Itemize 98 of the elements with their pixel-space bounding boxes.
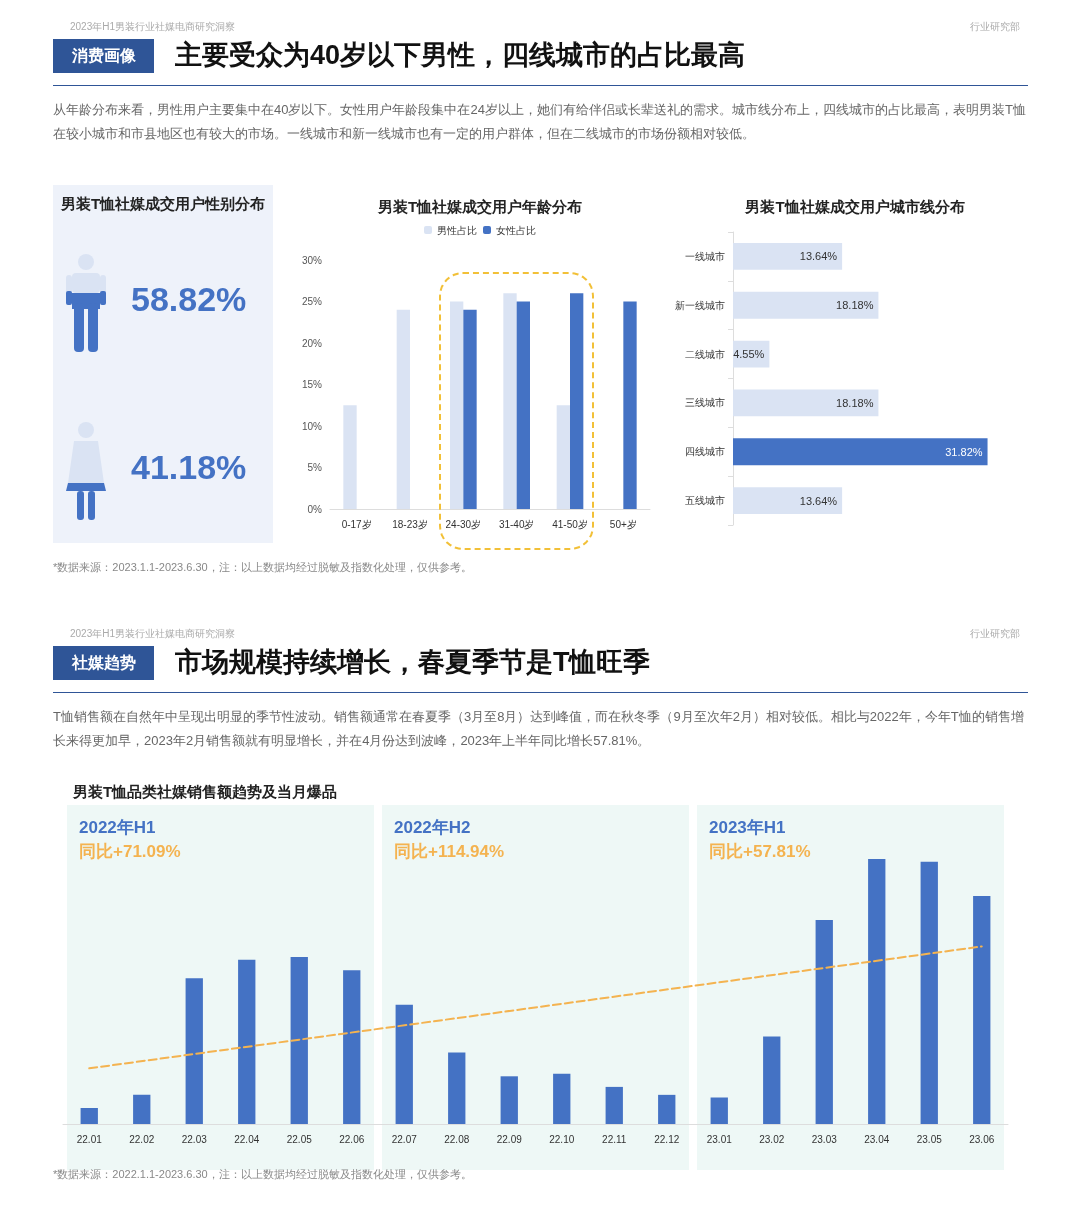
y-tick-label: 新一线城市	[675, 299, 725, 311]
bar	[763, 1036, 781, 1124]
x-tick-label: 23.05	[916, 1133, 943, 1145]
y-tick-label: 四线城市	[685, 446, 725, 458]
x-tick-label: 22.11	[602, 1133, 627, 1145]
text: 主要受众为40岁以下男性，四线城市的占比最高	[175, 39, 746, 72]
y-tick-label: 5%	[307, 462, 323, 473]
x-tick-label: 23.03	[811, 1133, 838, 1145]
bar	[605, 1086, 623, 1124]
x-tick-label: 22.09	[496, 1133, 523, 1145]
bar	[343, 405, 357, 509]
x-tick-label: 22.02	[129, 1133, 155, 1145]
bar	[920, 861, 938, 1124]
chart-title: 男装T恤品类社媒销售额趋势及当月爆品	[72, 783, 338, 800]
bar	[815, 919, 833, 1124]
chart-title: 男装T恤社媒成交用户城市线分布	[744, 198, 965, 215]
bar	[463, 309, 477, 509]
x-tick-label: 22.10	[549, 1133, 575, 1145]
y-tick-label: 一线城市	[685, 250, 725, 262]
text: 市场规模持续增长，春夏季节是T恤旺季	[175, 646, 651, 679]
data-label: 13.64%	[799, 250, 838, 263]
bar	[570, 293, 584, 509]
bar	[658, 1094, 676, 1124]
x-tick-label: 22.08	[444, 1133, 470, 1145]
data-label: 4.55%	[733, 348, 765, 361]
y-tick-label: 五线城市	[685, 495, 725, 507]
legend-label: 男性占比	[437, 224, 477, 236]
x-tick-label: 23.02	[759, 1133, 785, 1145]
y-tick-label: 20%	[301, 337, 323, 349]
x-tick-label: 23.01	[706, 1133, 733, 1145]
band-label: 2022年H2 同比+114.94%	[394, 818, 505, 861]
chart-title: 男装T恤社媒成交用户年龄分布	[376, 198, 583, 215]
bar	[623, 301, 637, 509]
bar	[238, 959, 256, 1124]
x-tick-label: 22.06	[339, 1133, 365, 1145]
x-tick-label: 50+岁	[609, 518, 637, 530]
data-label: 58.82%	[131, 280, 247, 319]
data-label: 41.18%	[131, 448, 247, 487]
bar	[973, 896, 991, 1124]
text: T恤销售额在自然年中呈现出明显的季节性波动。销售额通常在春夏季（3月至8月）达到峰值，而在秋冬季（9月至次年2月）相对较低。相比与2022年，今年T恤的销售增长来得更加早，2023年2月销售额就有明显增长，并在4月份达到波峰，2023年上半年同比增长57.81%。	[53, 708, 1025, 750]
y-tick-label: 二线城市	[685, 348, 725, 360]
x-tick-label: 22.07	[391, 1133, 418, 1145]
data-label: 31.82%	[945, 445, 983, 458]
text: 社媒趋势	[53, 646, 154, 680]
text: 行业研究部	[970, 20, 1020, 34]
bar	[556, 405, 570, 509]
bar	[80, 1108, 98, 1124]
bar	[290, 957, 308, 1124]
x-tick-label: 18-23岁	[392, 518, 428, 530]
bar	[733, 242, 843, 270]
x-tick-label: 41-50岁	[552, 518, 588, 530]
text: *数据来源：2023.1.1-2023.6.30，注：以上数据均经过脱敏及指数化处理，仅供参考。	[53, 560, 472, 575]
bar	[503, 293, 517, 509]
data-label: 18.18%	[836, 299, 874, 312]
bar	[395, 1004, 413, 1124]
bar	[733, 487, 843, 515]
bar	[710, 1097, 728, 1124]
data-label: 18.18%	[836, 396, 874, 409]
y-tick-label: 25%	[301, 296, 323, 307]
text: 从年龄分布来看，男性用户主要集中在40岁以下。女性用户年龄段集中在24岁以上，她们有给伴侣或长辈送礼的需求。城市线分布上，四线城市的占比最高，表明男装T恤在较小城市和市县地区也有较大的市场。一线城市和新一线城市也有一定的用户群体，但在二线城市的市场份额相对较低。	[53, 101, 1027, 143]
y-tick-label: 0%	[307, 503, 323, 515]
bar	[868, 859, 886, 1124]
x-tick-label: 22.04	[234, 1133, 260, 1145]
band-label: 2022年H1 同比+71.09%	[79, 818, 181, 861]
bar	[553, 1073, 571, 1124]
y-tick-label: 10%	[301, 420, 323, 432]
x-tick-label: 23.06	[969, 1133, 995, 1145]
bar	[450, 301, 464, 509]
band-label: 2023年H1 同比+57.81%	[709, 818, 811, 861]
x-tick-label: 24-30岁	[445, 518, 482, 530]
bar	[343, 970, 361, 1124]
x-tick-label: 0-17岁	[341, 518, 372, 530]
text: 2023年H1男装行业社媒电商研究洞察	[70, 627, 236, 641]
text: 2023年H1男装行业社媒电商研究洞察	[70, 20, 236, 34]
text: 消费画像	[53, 39, 154, 73]
bar	[448, 1052, 466, 1124]
text: 行业研究部	[970, 627, 1020, 641]
x-tick-label: 22.01	[76, 1133, 103, 1145]
x-tick-label: 22.12	[654, 1133, 680, 1145]
bar	[133, 1094, 151, 1124]
x-tick-label: 22.05	[286, 1133, 313, 1145]
bar	[185, 978, 203, 1124]
y-tick-label: 15%	[301, 379, 323, 390]
x-tick-label: 31-40岁	[498, 518, 535, 530]
bar	[396, 309, 410, 509]
bar	[733, 291, 879, 319]
x-tick-label: 23.04	[864, 1133, 890, 1145]
y-tick-label: 30%	[301, 254, 323, 266]
text: *数据来源：2022.1.1-2023.6.30，注：以上数据均经过脱敏及指数化处理，仅供参考。	[53, 1167, 472, 1182]
bar	[733, 389, 879, 417]
bar	[500, 1076, 518, 1124]
y-tick-label: 三线城市	[685, 397, 725, 409]
legend-label: 女性占比	[496, 224, 536, 236]
bar	[733, 438, 988, 466]
text: 男装T恤社媒成交用户性别分布	[59, 195, 267, 214]
data-label: 13.64%	[799, 494, 838, 507]
x-tick-label: 22.03	[181, 1133, 208, 1145]
bar	[516, 301, 530, 509]
